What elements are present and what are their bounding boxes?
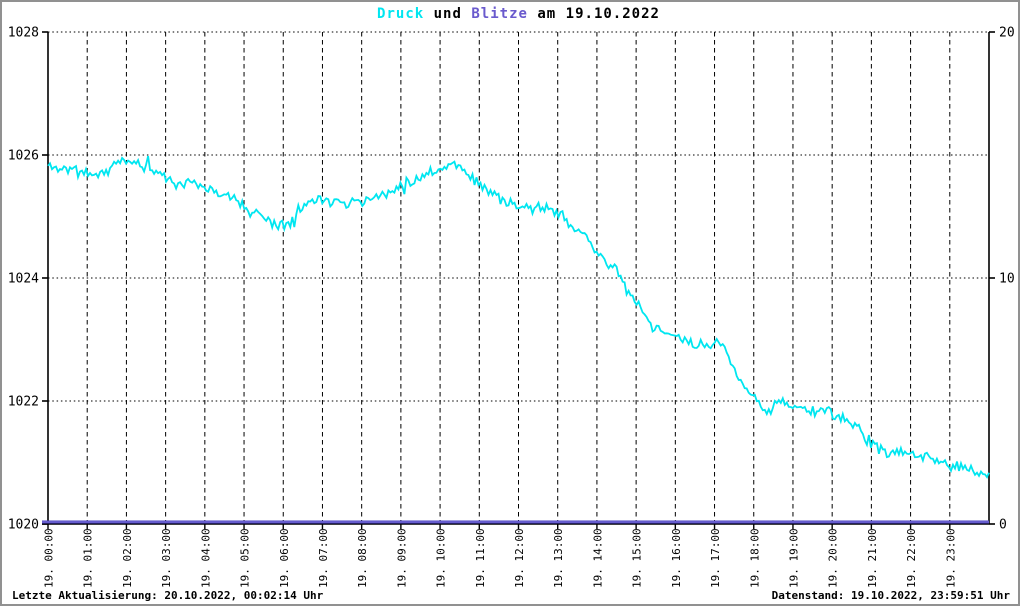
title-date: am 19.10.2022 xyxy=(527,6,660,22)
x-tick-label: 19. 11:00 xyxy=(474,528,487,588)
chart-title: Druck und Blitze am 19.10.2022 xyxy=(48,6,989,22)
x-tick-label: 19. 21:00 xyxy=(866,528,879,588)
x-tick-label: 19. 01:00 xyxy=(82,528,95,588)
x-tick-label: 19. 15:00 xyxy=(631,528,644,588)
x-tick-label: 19. 09:00 xyxy=(395,528,408,588)
x-tick-label: 19. 14:00 xyxy=(591,528,604,588)
x-tick-label: 19. 07:00 xyxy=(317,528,330,588)
x-tick-label: 19. 20:00 xyxy=(827,528,840,588)
x-tick-label: 19. 16:00 xyxy=(670,528,683,588)
y-right-tick-label: 20 xyxy=(999,26,1015,41)
x-tick-label: 19. 06:00 xyxy=(278,528,291,588)
x-tick-label: 19. 02:00 xyxy=(121,528,134,588)
y-left-tick-label: 1022 xyxy=(8,395,39,410)
y-right-tick-label: 10 xyxy=(999,272,1015,287)
y-left-tick-label: 1026 xyxy=(8,149,39,164)
x-tick-label: 19. 04:00 xyxy=(199,528,212,588)
x-tick-label: 19. 10:00 xyxy=(435,528,448,588)
last-update-text: Letzte Aktualisierung: 20.10.2022, 00:02… xyxy=(12,589,324,602)
x-tick-label: 19. 22:00 xyxy=(905,528,918,588)
y-left-tick-label: 1028 xyxy=(8,26,39,41)
x-tick-label: 19. 08:00 xyxy=(356,528,369,588)
x-tick-label: 19. 13:00 xyxy=(552,528,565,588)
title-word-und: und xyxy=(424,6,472,22)
y-left-tick-label: 1024 xyxy=(8,272,39,287)
x-tick-label: 19. 19:00 xyxy=(787,528,800,588)
druck-pressure-line xyxy=(47,155,990,479)
x-tick-label: 19. 05:00 xyxy=(239,528,252,588)
x-tick-label: 19. 03:00 xyxy=(160,528,173,588)
x-tick-label: 19. 17:00 xyxy=(709,528,722,588)
y-right-tick-label: 0 xyxy=(999,518,1007,533)
x-tick-label: 19. 18:00 xyxy=(748,528,761,588)
title-series-blitze: Blitze xyxy=(471,6,528,22)
data-timestamp-text: Datenstand: 19.10.2022, 23:59:51 Uhr xyxy=(771,589,1010,602)
x-tick-label: 19. 00:00 xyxy=(43,528,56,588)
x-tick-label: 19. 23:00 xyxy=(944,528,957,588)
x-tick-label: 19. 12:00 xyxy=(513,528,526,588)
y-left-tick-label: 1020 xyxy=(8,518,39,533)
title-series-druck: Druck xyxy=(377,6,425,22)
